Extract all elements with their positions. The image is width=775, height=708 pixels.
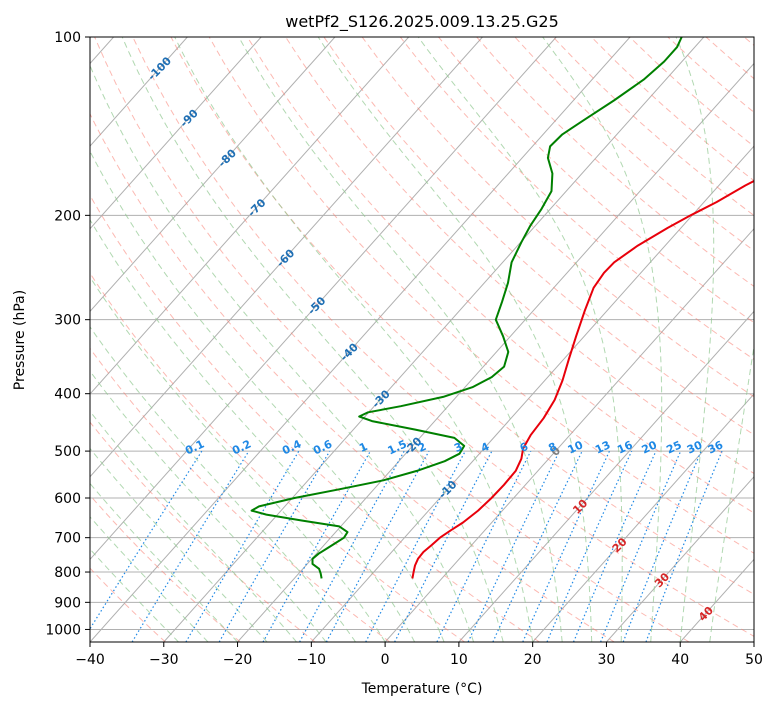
- y-tick-label: 400: [54, 387, 81, 403]
- y-tick-label: 900: [54, 595, 81, 611]
- isotherm-line: [310, 145, 754, 642]
- dry-adiabat: [90, 567, 166, 642]
- mixing-ratio-line: [522, 450, 611, 642]
- x-tick-label: −10: [297, 652, 327, 668]
- moist-adiabat: [542, 37, 663, 642]
- temperature-profile-line: [411, 179, 754, 579]
- isotherm-line: [90, 37, 557, 561]
- isotherm-line: [90, 37, 188, 147]
- y-tick-label: 300: [54, 313, 81, 329]
- mixing-ratio-line: [600, 450, 682, 642]
- moist-adiabat: [709, 342, 754, 642]
- moist-adiabat: [90, 370, 327, 642]
- isotherm-line: [90, 37, 483, 478]
- dry-adiabats: [90, 37, 754, 642]
- isotherm-line: [90, 37, 410, 395]
- moist-adiabat: [90, 447, 268, 642]
- profile-series: [250, 37, 754, 579]
- moist-adiabat: [90, 218, 416, 642]
- x-tick-label: 0: [381, 652, 390, 668]
- mixing-ratio-label: 16: [615, 438, 635, 456]
- mixing-ratio-line: [394, 450, 493, 642]
- plot-area: -100-90-80-70-60-50-40-30-20-10010203040…: [90, 37, 754, 642]
- isotherm-line: [606, 475, 754, 642]
- x-tick-label: −20: [223, 652, 253, 668]
- plot-frame: [89, 36, 755, 643]
- mixing-ratio-line: [90, 450, 203, 630]
- mixing-ratio-line: [299, 450, 405, 642]
- dry-adiabat: [90, 494, 241, 642]
- mixing-ratio-label: 10: [566, 438, 586, 456]
- x-tick-label: 10: [450, 652, 468, 668]
- y-axis-label: Pressure (hPa): [12, 290, 28, 390]
- moist-adiabat: [317, 37, 593, 642]
- moist-adiabat: [121, 37, 504, 642]
- mixing-ratio-label: 30: [685, 438, 705, 456]
- skewed-isotherms: [90, 37, 754, 642]
- dry-adiabat: [170, 37, 754, 595]
- x-tick-label: 50: [745, 652, 763, 668]
- mixing-ratio-label: 20: [640, 438, 660, 456]
- x-tick-label: −40: [75, 652, 105, 668]
- x-axis-ticks: −40 −30 −20 −10 0 10 20 30 40 50: [75, 642, 763, 668]
- mixing-ratio-line: [325, 450, 430, 642]
- y-tick-label: 1000: [45, 622, 81, 638]
- moist-adiabat: [174, 37, 534, 642]
- mixing-ratio-lines: [90, 450, 723, 642]
- mixing-ratio-line: [572, 450, 657, 642]
- mixing-ratio-line: [645, 450, 723, 642]
- isotherm-line: [90, 37, 631, 642]
- isotherm-line: [384, 227, 754, 642]
- dry-adiabat: [208, 37, 754, 554]
- dry-adiabat: [285, 37, 754, 475]
- y-tick-label: 200: [54, 208, 81, 224]
- dry-adiabat: [476, 37, 754, 287]
- moist-adiabat: [90, 410, 297, 642]
- y-tick-label: 800: [54, 565, 81, 581]
- dry-adiabat: [94, 37, 690, 642]
- dry-adiabat: [90, 272, 465, 642]
- y-tick-label: 600: [54, 491, 81, 507]
- mixing-ratio-line: [622, 450, 702, 642]
- moist-adiabat: [90, 326, 356, 642]
- x-tick-label: 30: [598, 652, 616, 668]
- mixing-ratio-label: 36: [706, 438, 726, 456]
- dry-adiabat: [246, 37, 754, 514]
- isotherm-line: [458, 310, 754, 642]
- x-axis-label: Temperature (°C): [361, 681, 483, 697]
- x-tick-label: 40: [671, 652, 689, 668]
- dry-adiabat: [90, 112, 615, 642]
- isotherm-line: [237, 62, 754, 642]
- moist-adiabat: [238, 37, 563, 642]
- moist-adiabat: [90, 64, 475, 642]
- mixing-ratio-label: 25: [664, 438, 683, 456]
- x-tick-label: 20: [524, 652, 542, 668]
- mixing-ratio-line: [131, 450, 250, 642]
- dewpoint-profile-line: [250, 37, 683, 579]
- mixing-ratio-line: [262, 450, 371, 642]
- isotherm-line: [532, 393, 754, 642]
- mixing-ratio-label: 13: [593, 438, 612, 456]
- x-tick-label: −30: [149, 652, 179, 668]
- chart-title: wetPf2_S126.2025.009.13.25.G25: [285, 12, 559, 32]
- isotherm-line: [90, 37, 262, 230]
- moist-adiabat: [417, 37, 623, 642]
- y-tick-label: 700: [54, 531, 81, 547]
- moist-adiabats: [90, 37, 754, 642]
- y-tick-label: 500: [54, 444, 81, 460]
- y-tick-label: 100: [54, 30, 81, 46]
- dry-adiabat: [132, 37, 754, 637]
- y-axis-ticks: 100 200 300 400 500 600 700 800 900 1000: [45, 30, 90, 638]
- dry-adiabat: [90, 194, 540, 642]
- moist-adiabat: [90, 276, 386, 642]
- isotherm-line: [163, 37, 705, 642]
- moist-adiabat: [90, 482, 238, 642]
- dry-adiabat: [323, 37, 754, 436]
- mixing-ratio-line: [546, 450, 633, 642]
- moist-adiabat: [675, 37, 715, 642]
- mixing-ratio-line: [436, 450, 532, 642]
- isotherm-line: [90, 37, 336, 313]
